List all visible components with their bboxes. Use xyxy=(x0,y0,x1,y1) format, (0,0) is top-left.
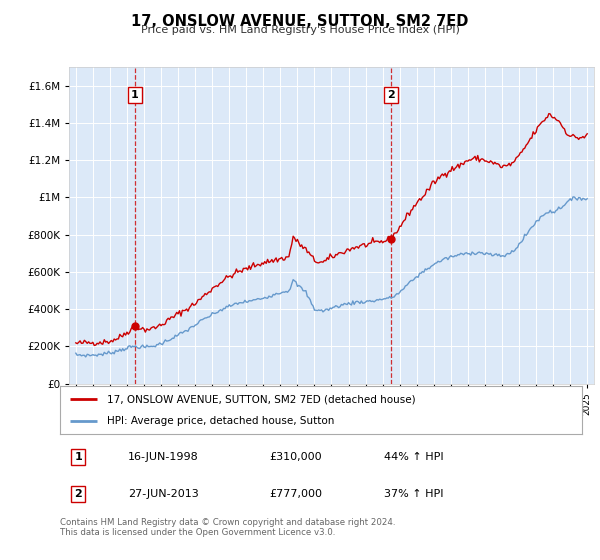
Text: £310,000: £310,000 xyxy=(269,452,322,462)
Text: £777,000: £777,000 xyxy=(269,489,322,499)
Text: 17, ONSLOW AVENUE, SUTTON, SM2 7ED: 17, ONSLOW AVENUE, SUTTON, SM2 7ED xyxy=(131,14,469,29)
Text: Contains HM Land Registry data © Crown copyright and database right 2024.
This d: Contains HM Land Registry data © Crown c… xyxy=(60,518,395,538)
Text: 37% ↑ HPI: 37% ↑ HPI xyxy=(383,489,443,499)
Text: 1: 1 xyxy=(74,452,82,462)
Text: 27-JUN-2013: 27-JUN-2013 xyxy=(128,489,199,499)
Text: Price paid vs. HM Land Registry's House Price Index (HPI): Price paid vs. HM Land Registry's House … xyxy=(140,25,460,35)
Text: 44% ↑ HPI: 44% ↑ HPI xyxy=(383,452,443,462)
Text: 2: 2 xyxy=(74,489,82,499)
Text: 16-JUN-1998: 16-JUN-1998 xyxy=(128,452,199,462)
Text: 17, ONSLOW AVENUE, SUTTON, SM2 7ED (detached house): 17, ONSLOW AVENUE, SUTTON, SM2 7ED (deta… xyxy=(107,394,416,404)
Text: 2: 2 xyxy=(387,90,395,100)
Text: HPI: Average price, detached house, Sutton: HPI: Average price, detached house, Sutt… xyxy=(107,416,334,426)
Text: 1: 1 xyxy=(131,90,139,100)
